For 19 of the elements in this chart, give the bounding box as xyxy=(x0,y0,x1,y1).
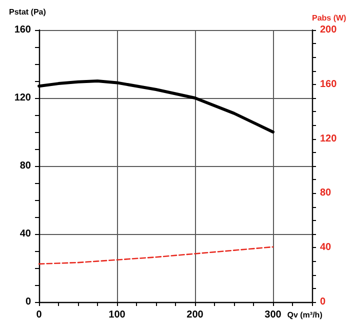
x-tick-label: 200 xyxy=(186,310,204,320)
x-tick-label: 300 xyxy=(264,310,282,320)
y-tick-label: 0 xyxy=(25,296,32,308)
y2-tick-label: 80 xyxy=(320,188,332,199)
y-axis-title: Pstat (Pa) xyxy=(9,8,46,16)
y-tick-label: 40 xyxy=(20,228,32,240)
y2-tick-label: 200 xyxy=(320,24,338,36)
y2-tick-label: 0 xyxy=(320,296,326,308)
line-series xyxy=(38,246,274,265)
x-axis-title: Qv (m³/h) xyxy=(287,310,323,320)
x-tick-label: 0 xyxy=(36,310,42,320)
y2-axis-title: Pabs (W) xyxy=(312,14,347,22)
y-tick-label: 80 xyxy=(20,160,32,172)
y2-tick-label: 160 xyxy=(320,78,338,90)
y2-tick-label: 120 xyxy=(320,133,338,144)
x-tick-label: 100 xyxy=(108,310,126,320)
y-tick-label: 120 xyxy=(14,92,32,104)
y-tick-label: 160 xyxy=(14,24,32,36)
y2-tick-label: 40 xyxy=(320,242,332,254)
